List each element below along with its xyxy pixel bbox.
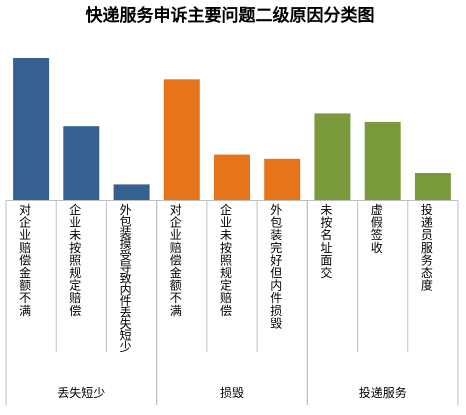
category-label: 对企业赔偿金额不满 [170,203,182,318]
bar [364,121,401,200]
category-label: 外包装完好但内件损毁 [270,203,282,330]
category-label: 外包装摸受导致内件丢失短少 [120,203,132,354]
category-label: 对企业赔偿金额不满 [19,203,31,318]
axes-layer [5,200,459,405]
bar [264,158,301,200]
chart-title: 快递服务申诉主要问题二级原因分类图 [86,5,375,26]
bar [314,113,351,200]
group-label: 丢失短少 [57,385,105,400]
bar [163,79,200,200]
category-label: 投递员服务态度 [421,202,433,293]
bar [63,126,100,200]
category-label: 企业未按照规定赔偿 [69,202,81,318]
category-label: 虚假签收 [371,203,383,255]
bars-layer [13,58,451,200]
bar [113,184,150,200]
group-label: 投递服务 [359,385,407,400]
category-label: 企业未按照规定赔偿 [220,202,232,318]
bar [13,58,50,200]
bar [414,173,451,200]
category-label: 未按名址面交 [320,203,332,280]
group-label: 损毁 [220,385,244,400]
bar [214,154,250,200]
